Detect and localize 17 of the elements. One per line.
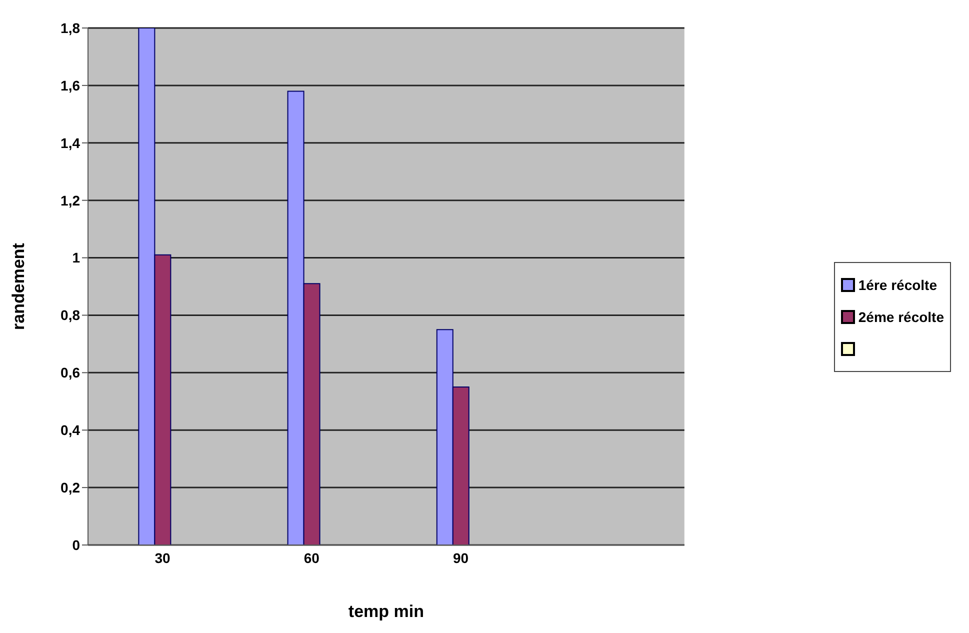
x-tick-label: 90: [452, 550, 469, 566]
legend-label: 1ére récolte: [858, 276, 937, 292]
y-tick-label: 0,8: [60, 307, 80, 324]
x-tick-label: 30: [154, 550, 171, 566]
x-axis-title: temp min: [348, 602, 424, 622]
y-tick-label: 0,2: [60, 480, 80, 496]
y-tick-label: 0: [72, 536, 80, 553]
y-tick-label: 1,4: [60, 134, 80, 151]
y-tick-label: 1,6: [60, 77, 80, 94]
y-axis-title: randement: [9, 242, 28, 330]
y-tick-label: 0,4: [60, 422, 80, 438]
y-tick-label: 1: [72, 250, 80, 266]
y-tick-label: 1,2: [60, 192, 80, 208]
y-tick-label: 1,8: [60, 20, 80, 36]
y-tick-label: 0,6: [60, 364, 80, 381]
x-tick-label: 60: [304, 550, 320, 566]
legend-label: 2éme récolte: [858, 308, 944, 324]
